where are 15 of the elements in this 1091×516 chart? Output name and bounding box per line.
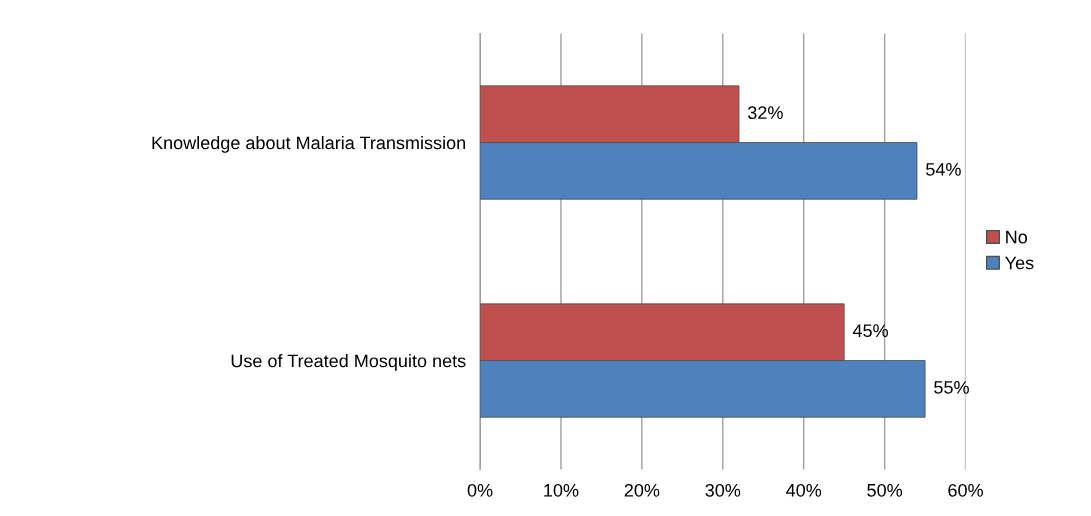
x-tick-label: 60% (948, 483, 983, 497)
x-tick-label: 40% (786, 483, 822, 497)
x-tick-label: 10% (544, 483, 579, 497)
x-tick-label: 50% (867, 483, 903, 497)
data-label: 32% (747, 106, 783, 120)
data-label: 45% (852, 324, 888, 338)
x-tick-label: 30% (705, 483, 741, 497)
legend-label: No (1006, 230, 1028, 244)
data-label: 54% (926, 163, 961, 176)
legend-label: Yes (1005, 256, 1034, 270)
data-label: 55% (934, 381, 969, 394)
y-tick-label: Knowledge about Malaria Transmission (152, 136, 465, 153)
x-tick-label: 0% (467, 483, 493, 497)
y-tick-label: Use of Treated Mosquito nets (231, 354, 466, 371)
x-tick-label: 20% (624, 483, 660, 497)
